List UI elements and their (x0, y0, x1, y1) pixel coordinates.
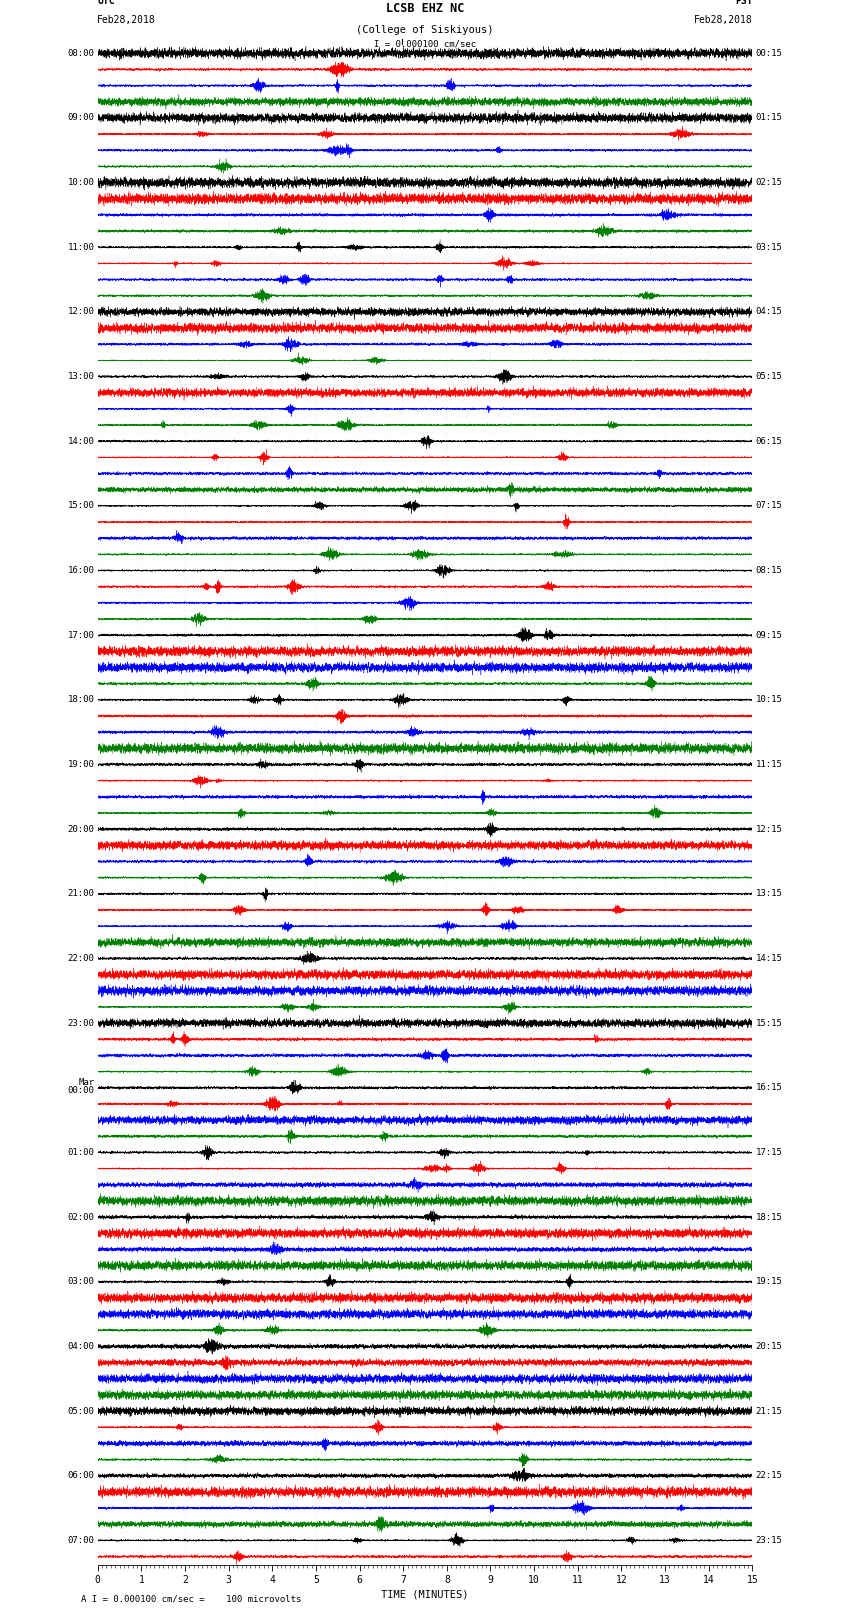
Text: 11:15: 11:15 (756, 760, 782, 769)
Text: 03:15: 03:15 (756, 242, 782, 252)
Text: 16:00: 16:00 (68, 566, 94, 574)
Text: 08:15: 08:15 (756, 566, 782, 574)
Text: 19:00: 19:00 (68, 760, 94, 769)
Text: 04:00: 04:00 (68, 1342, 94, 1352)
Text: 13:00: 13:00 (68, 373, 94, 381)
Text: 08:00: 08:00 (68, 48, 94, 58)
Text: 07:00: 07:00 (68, 1536, 94, 1545)
Text: 09:00: 09:00 (68, 113, 94, 123)
Text: 01:15: 01:15 (756, 113, 782, 123)
Text: 04:15: 04:15 (756, 308, 782, 316)
Text: 06:00: 06:00 (68, 1471, 94, 1481)
Text: 01:00: 01:00 (68, 1148, 94, 1157)
Text: 12:00: 12:00 (68, 308, 94, 316)
Text: 06:15: 06:15 (756, 437, 782, 445)
Text: A I = 0.000100 cm/sec =    100 microvolts: A I = 0.000100 cm/sec = 100 microvolts (81, 1594, 301, 1603)
Text: 20:15: 20:15 (756, 1342, 782, 1352)
Text: 10:00: 10:00 (68, 177, 94, 187)
Text: 09:15: 09:15 (756, 631, 782, 640)
Text: 00:00: 00:00 (68, 1087, 94, 1095)
Text: 22:00: 22:00 (68, 953, 94, 963)
X-axis label: TIME (MINUTES): TIME (MINUTES) (382, 1589, 468, 1598)
Text: 19:15: 19:15 (756, 1277, 782, 1286)
Text: 07:15: 07:15 (756, 502, 782, 510)
Text: 03:00: 03:00 (68, 1277, 94, 1286)
Text: 23:15: 23:15 (756, 1536, 782, 1545)
Text: 14:00: 14:00 (68, 437, 94, 445)
Text: 11:00: 11:00 (68, 242, 94, 252)
Text: 02:15: 02:15 (756, 177, 782, 187)
Text: 05:00: 05:00 (68, 1407, 94, 1416)
Text: 18:15: 18:15 (756, 1213, 782, 1221)
Text: 13:15: 13:15 (756, 889, 782, 898)
Text: 14:15: 14:15 (756, 953, 782, 963)
Text: 00:15: 00:15 (756, 48, 782, 58)
Text: LCSB EHZ NC: LCSB EHZ NC (386, 2, 464, 15)
Text: 02:00: 02:00 (68, 1213, 94, 1221)
Text: 05:15: 05:15 (756, 373, 782, 381)
Text: UTC: UTC (97, 0, 115, 6)
Text: 21:00: 21:00 (68, 889, 94, 898)
Text: 18:00: 18:00 (68, 695, 94, 705)
Text: 22:15: 22:15 (756, 1471, 782, 1481)
Text: 20:00: 20:00 (68, 824, 94, 834)
Text: 17:15: 17:15 (756, 1148, 782, 1157)
Text: (College of Siskiyous): (College of Siskiyous) (356, 24, 494, 34)
Text: 17:00: 17:00 (68, 631, 94, 640)
Text: Mar: Mar (78, 1079, 94, 1087)
Text: 16:15: 16:15 (756, 1084, 782, 1092)
Text: 10:15: 10:15 (756, 695, 782, 705)
Text: I = 0.000100 cm/sec: I = 0.000100 cm/sec (374, 39, 476, 48)
Text: 21:15: 21:15 (756, 1407, 782, 1416)
Text: 23:00: 23:00 (68, 1018, 94, 1027)
Text: Feb28,2018: Feb28,2018 (694, 16, 753, 26)
Text: PST: PST (735, 0, 753, 6)
Text: 15:15: 15:15 (756, 1018, 782, 1027)
Text: 12:15: 12:15 (756, 824, 782, 834)
Text: 15:00: 15:00 (68, 502, 94, 510)
Text: Feb28,2018: Feb28,2018 (97, 16, 156, 26)
